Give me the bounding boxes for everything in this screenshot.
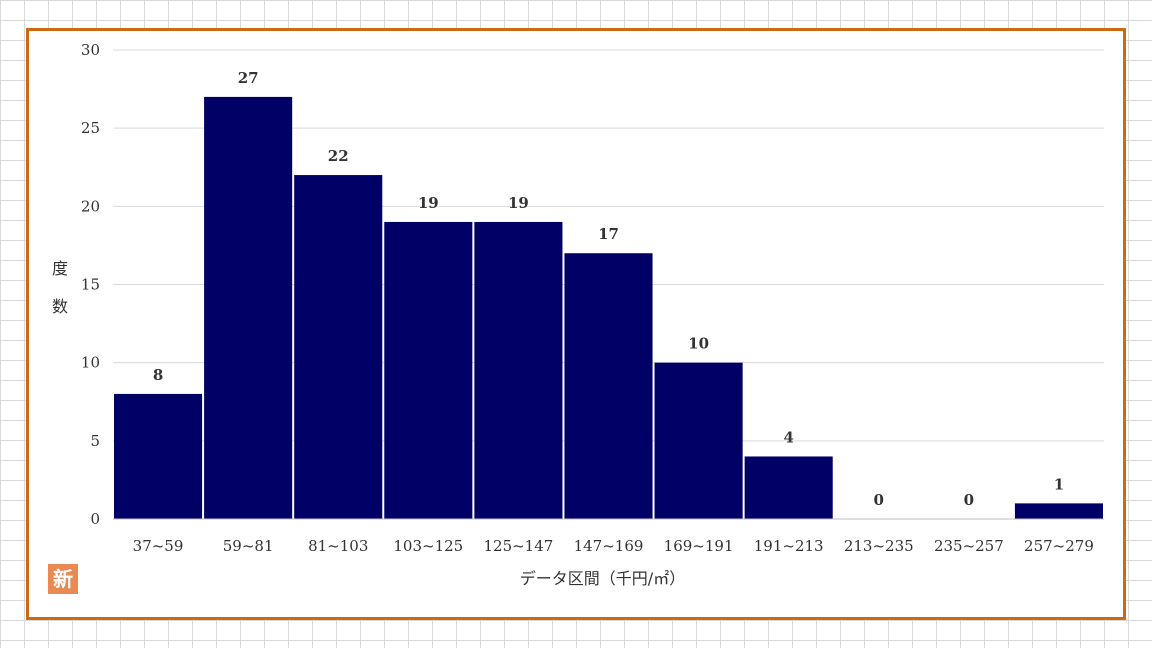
data-label-4: 19 — [508, 194, 529, 212]
bar-5 — [564, 253, 653, 519]
bars — [114, 96, 1103, 520]
data-label-0: 8 — [153, 366, 163, 384]
x-axis-title: データ区間（千円/㎡） — [520, 569, 685, 588]
x-tick-label-1: 59~81 — [223, 537, 274, 555]
y-tick-label-2: 10 — [81, 354, 100, 372]
data-label-5: 17 — [598, 225, 619, 243]
y-tick-label-1: 5 — [90, 432, 100, 450]
y-tick-label-5: 25 — [81, 119, 100, 137]
y-tick-label-0: 0 — [90, 510, 100, 528]
y-axis-title-char-1: 度 — [52, 259, 68, 278]
y-tick-label-3: 15 — [81, 276, 100, 294]
x-tick-label-8: 213~235 — [844, 537, 914, 555]
data-labels: 8 27 22 19 19 17 10 4 0 0 1 — [153, 69, 1064, 509]
bar-1 — [204, 96, 293, 520]
x-tick-label-6: 169~191 — [664, 537, 734, 555]
bar-10 — [1014, 503, 1103, 519]
bar-3 — [384, 221, 473, 519]
bar-2 — [294, 175, 383, 520]
data-label-2: 22 — [328, 147, 349, 165]
bar-0 — [114, 393, 203, 519]
x-tick-label-0: 37~59 — [133, 537, 184, 555]
bar-6 — [654, 362, 743, 519]
x-tick-label-4: 125~147 — [483, 537, 553, 555]
data-label-8: 0 — [874, 491, 884, 509]
new-badge: 新 — [48, 564, 78, 594]
x-tick-label-9: 235~257 — [934, 537, 1004, 555]
data-label-1: 27 — [238, 69, 259, 87]
x-tick-label-10: 257~279 — [1024, 537, 1094, 555]
x-tick-label-3: 103~125 — [393, 537, 463, 555]
y-axis-title-char-2: 数 — [52, 297, 68, 316]
x-tick-label-7: 191~213 — [754, 537, 824, 555]
y-tick-label-4: 20 — [81, 197, 100, 215]
data-label-7: 4 — [783, 428, 793, 446]
data-label-3: 19 — [418, 194, 439, 212]
x-tick-label-2: 81~103 — [308, 537, 368, 555]
x-tick-label-5: 147~169 — [574, 537, 644, 555]
bar-4 — [474, 221, 563, 519]
data-label-10: 1 — [1054, 475, 1064, 493]
data-label-6: 10 — [688, 335, 709, 353]
bar-7 — [744, 456, 833, 519]
x-axis-ticks: 37~59 59~81 81~103 103~125 125~147 147~169 169… — [133, 537, 1094, 555]
y-tick-label-6: 30 — [81, 41, 100, 59]
y-axis-ticks: 0 5 10 15 20 25 30 — [81, 41, 100, 528]
data-label-9: 0 — [964, 491, 974, 509]
